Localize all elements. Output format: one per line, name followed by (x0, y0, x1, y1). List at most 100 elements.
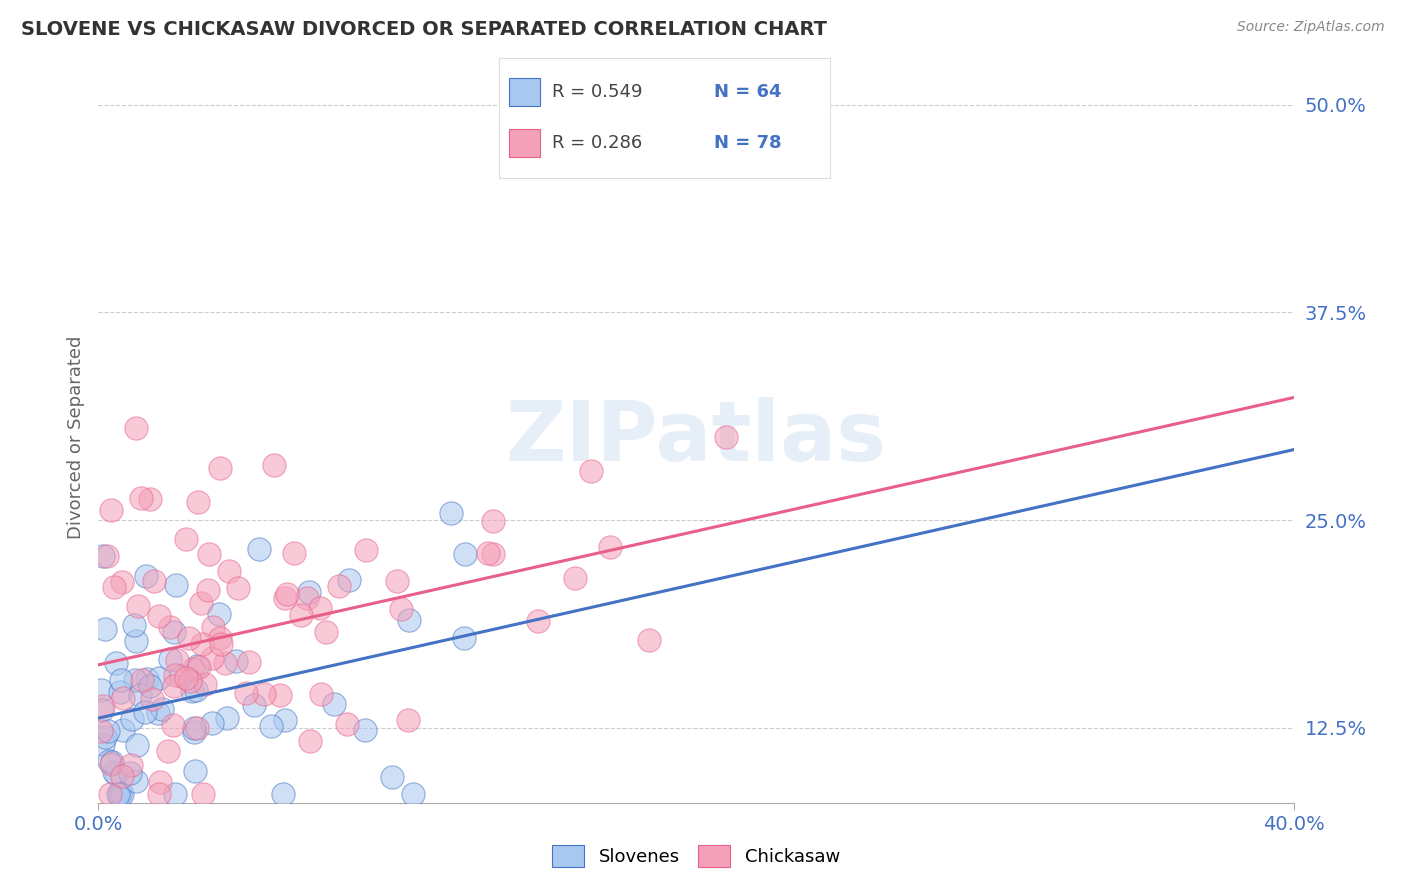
Point (274, 713, 297, 727)
Point (163, 679, 186, 693)
Point (197, 583, 219, 598)
Point (389, 601, 412, 615)
Point (120, 758, 142, 772)
Point (181, 661, 204, 675)
Point (402, 788, 425, 802)
Point (136, 672, 159, 686)
Point (176, 671, 198, 685)
Point (139, 679, 162, 693)
Point (186, 721, 208, 735)
Point (194, 677, 217, 691)
Point (98, 788, 121, 802)
Point (336, 717, 359, 731)
Point (482, 514, 505, 528)
Point (135, 569, 157, 583)
Point (283, 546, 305, 560)
Point (481, 547, 503, 561)
Point (148, 788, 170, 802)
Point (162, 718, 184, 732)
Point (183, 724, 205, 739)
Text: R = 0.286: R = 0.286 (553, 134, 643, 153)
Point (398, 613, 420, 627)
Point (339, 573, 361, 587)
Text: ZIPatlas: ZIPatlas (506, 397, 886, 477)
Point (186, 659, 208, 673)
Point (103, 580, 125, 594)
Point (214, 657, 236, 671)
Point (193, 788, 215, 802)
Point (328, 579, 350, 593)
Point (125, 634, 148, 648)
Point (188, 659, 211, 673)
Point (163, 667, 186, 681)
Point (174, 532, 197, 546)
Point (564, 571, 586, 585)
Point (208, 607, 231, 621)
Point (599, 541, 621, 555)
Point (298, 733, 321, 747)
Point (108, 685, 131, 699)
Point (387, 574, 409, 589)
Point (108, 788, 131, 802)
Point (269, 688, 291, 702)
Point (100, 503, 122, 517)
Point (112, 723, 135, 738)
Point (354, 543, 377, 558)
Point (260, 719, 283, 733)
Point (177, 631, 200, 645)
Point (309, 601, 332, 615)
Point (181, 684, 204, 698)
Point (94, 730, 117, 744)
Point (191, 637, 214, 651)
Point (105, 767, 128, 781)
Point (714, 430, 737, 444)
Point (209, 637, 232, 651)
Point (638, 633, 661, 648)
Point (183, 721, 205, 735)
Point (165, 788, 187, 802)
Point (103, 764, 125, 779)
Point (148, 609, 170, 624)
Point (93, 622, 115, 636)
Point (124, 618, 146, 632)
Point (323, 697, 346, 711)
Point (97, 724, 120, 739)
Point (121, 712, 143, 726)
Point (149, 775, 172, 789)
Point (477, 546, 499, 560)
Point (139, 492, 162, 507)
Point (111, 691, 134, 706)
Point (118, 766, 141, 780)
Point (225, 654, 247, 668)
Point (209, 631, 232, 645)
Point (127, 599, 149, 613)
Point (396, 713, 419, 727)
Point (235, 686, 257, 700)
Point (579, 464, 602, 478)
Text: N = 78: N = 78 (714, 134, 782, 153)
Legend: Slovenes, Chickasaw: Slovenes, Chickasaw (544, 838, 848, 874)
Point (381, 770, 404, 784)
Point (201, 651, 224, 665)
Point (91, 699, 114, 714)
Point (107, 788, 129, 802)
Point (156, 743, 179, 757)
Point (91, 549, 114, 563)
Point (198, 547, 221, 561)
Point (91, 703, 114, 717)
Point (166, 653, 188, 667)
Point (100, 756, 122, 771)
Point (190, 596, 212, 610)
Point (141, 692, 163, 706)
Point (290, 608, 312, 623)
Point (170, 668, 193, 682)
FancyBboxPatch shape (509, 78, 540, 106)
Point (98, 754, 121, 768)
Point (93, 738, 115, 752)
Point (124, 673, 146, 688)
Point (150, 701, 173, 715)
Point (309, 687, 332, 701)
Point (253, 687, 276, 701)
Point (96, 549, 118, 563)
Text: N = 64: N = 64 (714, 83, 782, 101)
